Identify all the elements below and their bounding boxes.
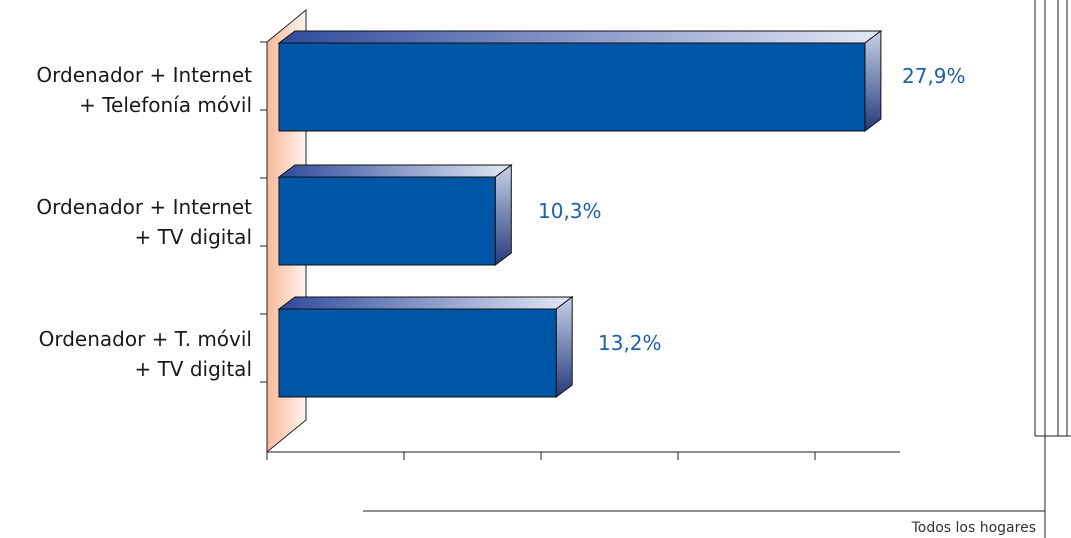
bar-side-face: [494, 164, 512, 266]
footer-caption: Todos los hogares: [911, 520, 1036, 536]
bar-side-face: [555, 296, 573, 398]
bar-top-face: [277, 164, 513, 178]
y-axis-ticks: [260, 41, 267, 383]
value-label: 10,3%: [538, 199, 602, 223]
bar: [278, 176, 496, 266]
category-label: Ordenador + Internet: [36, 195, 252, 219]
frame-lines: [1034, 0, 1071, 538]
bar: [278, 308, 557, 398]
category-label: + TV digital: [134, 357, 252, 381]
bar-side-face: [864, 30, 882, 132]
bar-top-face: [277, 30, 883, 44]
bar: [278, 42, 866, 132]
value-label: 13,2%: [598, 331, 662, 355]
category-label: Ordenador + T. móvil: [39, 327, 252, 351]
value-label: 27,9%: [902, 64, 966, 88]
category-label: + Telefonía móvil: [79, 93, 252, 117]
bars-group: [277, 30, 883, 398]
category-label: Ordenador + Internet: [36, 63, 252, 87]
bar-top-face: [277, 296, 574, 310]
category-label: + TV digital: [134, 225, 252, 249]
x-axis-ticks: [266, 452, 816, 460]
